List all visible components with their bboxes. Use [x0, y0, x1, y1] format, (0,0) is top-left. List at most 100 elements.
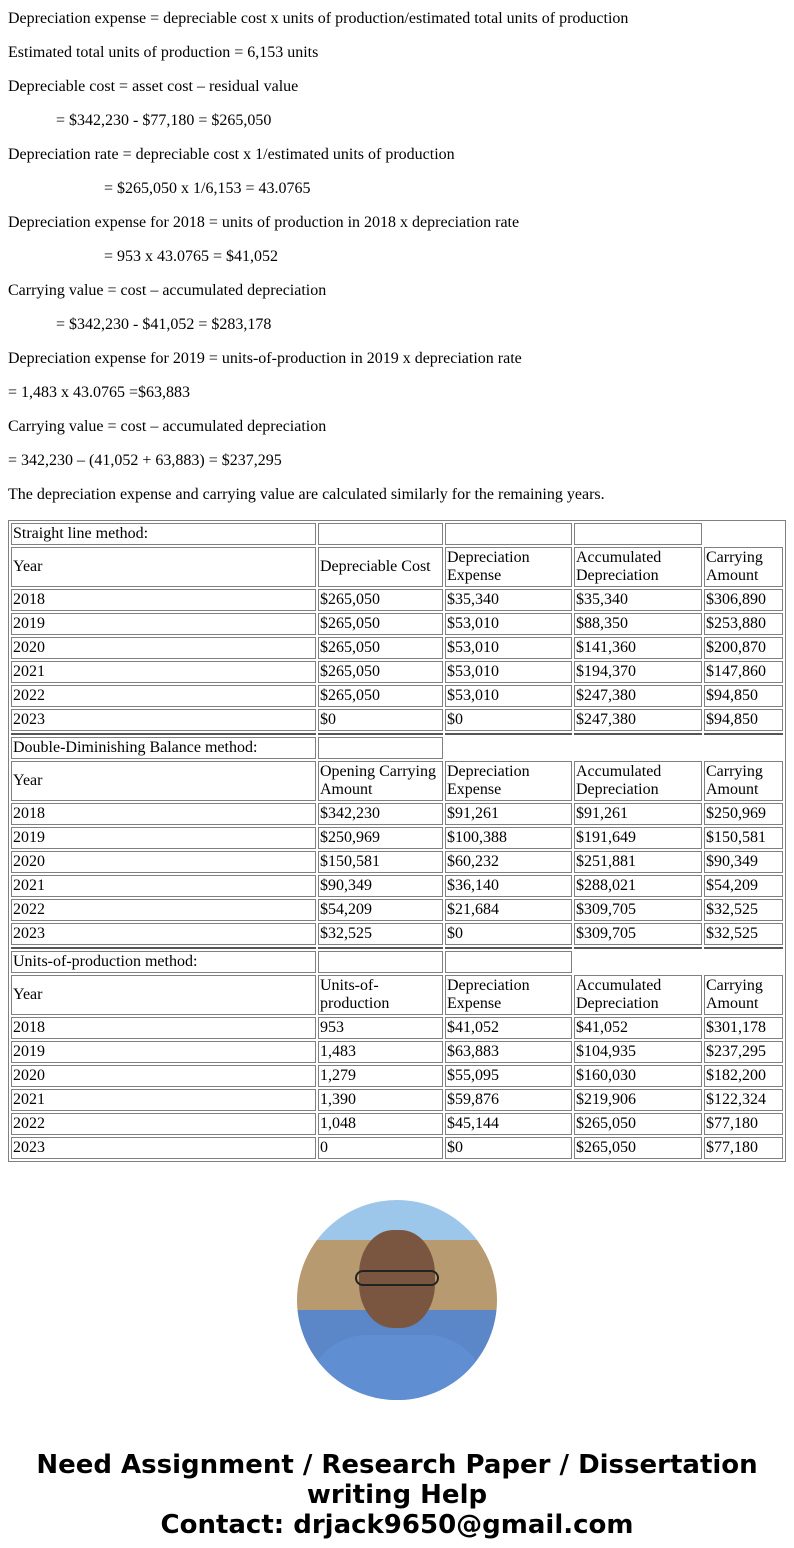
- table-cell: $182,200: [704, 1065, 783, 1087]
- table-cell: 2021: [11, 1089, 316, 1111]
- empty-cell: [574, 523, 702, 545]
- table-cell: $342,230: [318, 803, 443, 825]
- table-cell: $306,890: [704, 589, 783, 611]
- table-cell: $150,581: [318, 851, 443, 873]
- table-cell: $265,050: [318, 685, 443, 707]
- empty-cell: [445, 951, 572, 973]
- table-cell: $41,052: [574, 1017, 702, 1039]
- table-cell: $100,388: [445, 827, 572, 849]
- table-cell: $60,232: [445, 851, 572, 873]
- contact-text: Contact: drjack9650@gmail.com: [160, 1510, 634, 1540]
- table-cell: $265,050: [574, 1113, 702, 1135]
- table-cell: 2023: [11, 923, 316, 945]
- table-cell: $160,030: [574, 1065, 702, 1087]
- table-cell: $301,178: [704, 1017, 783, 1039]
- table-cell: $36,140: [445, 875, 572, 897]
- table-cell: $247,380: [574, 709, 702, 731]
- table-cell: 2020: [11, 851, 316, 873]
- table-cell: 2020: [11, 1065, 316, 1087]
- table-cell: $265,050: [318, 637, 443, 659]
- table-cell: $54,209: [318, 899, 443, 921]
- table-cell: $247,380: [574, 685, 702, 707]
- table-row: 2023 0 $0 $265,050 $77,180: [11, 1137, 783, 1159]
- table-cell: $63,883: [445, 1041, 572, 1063]
- column-header: Opening Carrying Amount: [318, 761, 443, 801]
- table-row: 2020 $265,050 $53,010 $141,360 $200,870: [11, 637, 783, 659]
- table-cell: $250,969: [704, 803, 783, 825]
- table-row: 2018 $342,230 $91,261 $91,261 $250,969: [11, 803, 783, 825]
- blank: [704, 951, 783, 973]
- table-cell: $54,209: [704, 875, 783, 897]
- table-cell: $104,935: [574, 1041, 702, 1063]
- table-cell: $265,050: [318, 613, 443, 635]
- table-cell: 2023: [11, 1137, 316, 1159]
- table-cell: $191,649: [574, 827, 702, 849]
- table-cell: $194,370: [574, 661, 702, 683]
- table-cell: $53,010: [445, 661, 572, 683]
- table-row: 2019 1,483 $63,883 $104,935 $237,295: [11, 1041, 783, 1063]
- column-header: Depreciable Cost: [318, 547, 443, 587]
- table-cell: 2022: [11, 1113, 316, 1135]
- table-row: 2022 $265,050 $53,010 $247,380 $94,850: [11, 685, 783, 707]
- column-header: Accumulated Depreciation: [574, 547, 702, 587]
- table-row: 2022 1,048 $45,144 $265,050 $77,180: [11, 1113, 783, 1135]
- table-cell: $53,010: [445, 637, 572, 659]
- table-cell: $35,340: [574, 589, 702, 611]
- table-cell: $265,050: [318, 589, 443, 611]
- table-cell: $147,860: [704, 661, 783, 683]
- table-row: 2020 $150,581 $60,232 $251,881 $90,349: [11, 851, 783, 873]
- section-title: Units-of-production method:: [11, 951, 316, 973]
- table-cell: 0: [318, 1137, 443, 1159]
- table-cell: 1,390: [318, 1089, 443, 1111]
- table-cell: $41,052: [445, 1017, 572, 1039]
- explanation-line: Depreciation expense for 2019 = units-of…: [8, 350, 522, 367]
- column-header: Year: [11, 975, 316, 1015]
- column-header: Carrying Amount: [704, 547, 783, 587]
- author-photo-container: [8, 1200, 786, 1400]
- explanation-line: Depreciation expense for 2018 = units of…: [8, 214, 520, 231]
- column-header: Depreciation Expense: [445, 975, 572, 1015]
- table-cell: 2020: [11, 637, 316, 659]
- table-cell: $45,144: [445, 1113, 572, 1135]
- explanation-line: = 1,483 x 43.0765 =$63,883: [8, 384, 191, 401]
- empty-cell: [318, 737, 443, 759]
- column-header: Depreciation Expense: [445, 547, 572, 587]
- explanation-line: Depreciable cost = asset cost – residual…: [8, 78, 299, 95]
- separator-cell: [318, 947, 443, 949]
- explanation-line: Carrying value = cost – accumulated depr…: [8, 282, 327, 299]
- separator-cell: [704, 947, 783, 949]
- column-header: Depreciation Expense: [445, 761, 572, 801]
- separator-cell: [574, 947, 702, 949]
- help-text: Need Assignment / Research Paper / Disse…: [36, 1450, 758, 1510]
- table-cell: 2022: [11, 685, 316, 707]
- table-cell: $90,349: [704, 851, 783, 873]
- table-cell: $265,050: [574, 1137, 702, 1159]
- separator-cell: [11, 947, 316, 949]
- section-separator: [11, 947, 783, 949]
- table-cell: $237,295: [704, 1041, 783, 1063]
- column-header: Accumulated Depreciation: [574, 761, 702, 801]
- table-row: 2021 1,390 $59,876 $219,906 $122,324: [11, 1089, 783, 1111]
- table-row: 2018 953 $41,052 $41,052 $301,178: [11, 1017, 783, 1039]
- table-cell: $0: [445, 923, 572, 945]
- separator-cell: [445, 947, 572, 949]
- table-cell: $32,525: [318, 923, 443, 945]
- section-title-row: Units-of-production method:: [11, 951, 783, 973]
- separator-cell: [574, 733, 702, 735]
- table-row: 2023 $32,525 $0 $309,705 $32,525: [11, 923, 783, 945]
- blank: [574, 951, 702, 973]
- section-title: Double-Diminishing Balance method:: [11, 737, 316, 759]
- table-cell: $21,684: [445, 899, 572, 921]
- table-cell: $32,525: [704, 923, 783, 945]
- table-cell: $251,881: [574, 851, 702, 873]
- header-row: Year Depreciable Cost Depreciation Expense…: [11, 547, 783, 587]
- table-cell: $0: [318, 709, 443, 731]
- table-cell: $90,349: [318, 875, 443, 897]
- table-row: 2018 $265,050 $35,340 $35,340 $306,890: [11, 589, 783, 611]
- column-header: Units-of-production: [318, 975, 443, 1015]
- explanation-line: = 953 x 43.0765 = $41,052: [104, 248, 279, 265]
- table-cell: $55,095: [445, 1065, 572, 1087]
- table-row: 2019 $265,050 $53,010 $88,350 $253,880: [11, 613, 783, 635]
- table-cell: $309,705: [574, 923, 702, 945]
- column-header: Carrying Amount: [704, 975, 783, 1015]
